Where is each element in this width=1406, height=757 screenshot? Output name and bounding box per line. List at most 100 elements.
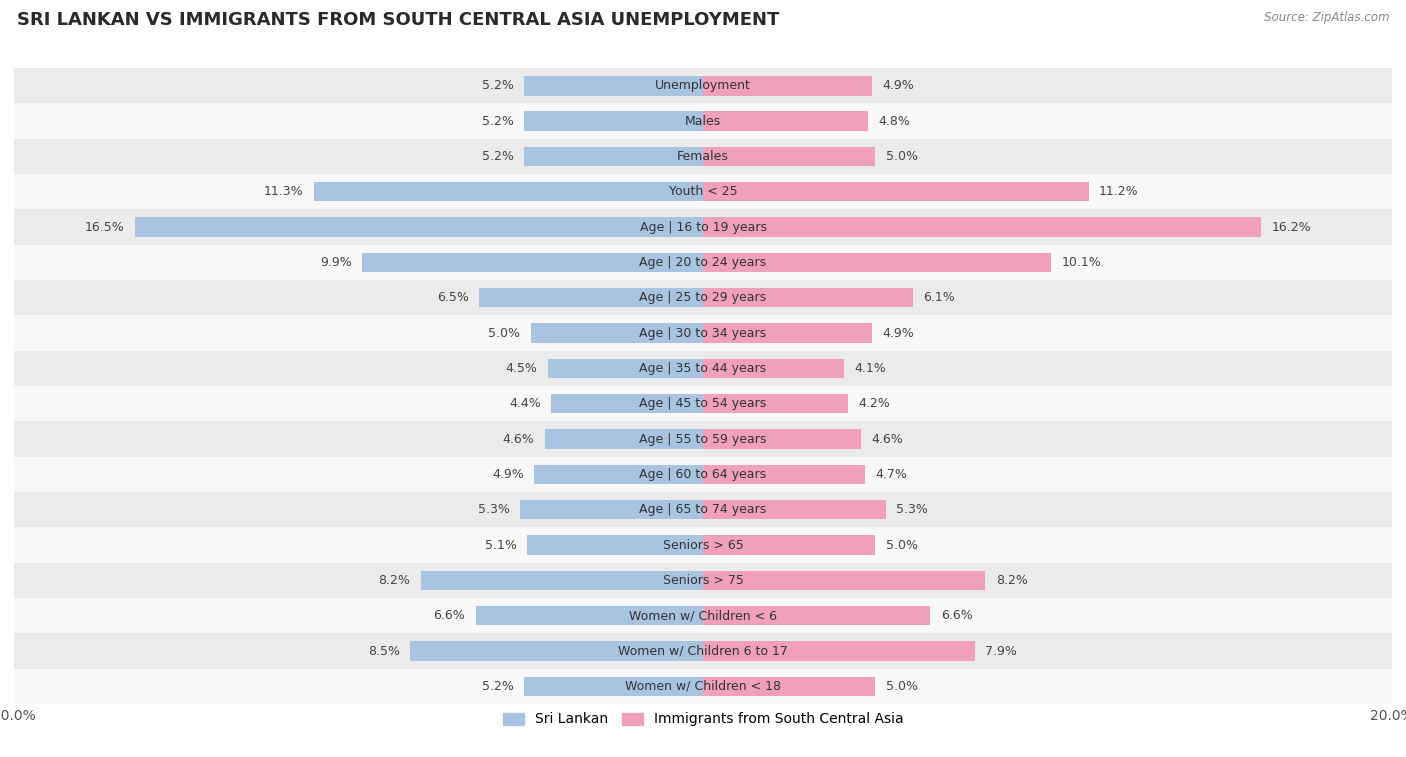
Text: Age | 25 to 29 years: Age | 25 to 29 years <box>640 291 766 304</box>
Bar <box>551 394 703 413</box>
Text: 5.2%: 5.2% <box>482 680 513 693</box>
Text: 4.7%: 4.7% <box>875 468 907 481</box>
Text: 6.1%: 6.1% <box>924 291 955 304</box>
Text: 16.2%: 16.2% <box>1271 220 1310 234</box>
Bar <box>475 606 703 625</box>
Bar <box>531 323 703 343</box>
Bar <box>703 323 872 343</box>
Bar <box>14 634 1392 668</box>
Text: Males: Males <box>685 114 721 128</box>
Bar <box>14 280 1392 316</box>
Text: 5.0%: 5.0% <box>886 150 918 163</box>
Text: 6.6%: 6.6% <box>941 609 973 622</box>
Bar <box>703 429 862 449</box>
Text: 7.9%: 7.9% <box>986 644 1018 658</box>
Bar <box>703 359 844 378</box>
Text: SRI LANKAN VS IMMIGRANTS FROM SOUTH CENTRAL ASIA UNEMPLOYMENT: SRI LANKAN VS IMMIGRANTS FROM SOUTH CENT… <box>17 11 779 30</box>
Text: 4.8%: 4.8% <box>879 114 911 128</box>
Text: Age | 20 to 24 years: Age | 20 to 24 years <box>640 256 766 269</box>
Bar <box>361 253 703 273</box>
Text: 6.5%: 6.5% <box>437 291 468 304</box>
Bar <box>703 606 931 625</box>
Text: 11.2%: 11.2% <box>1099 185 1139 198</box>
Text: Seniors > 75: Seniors > 75 <box>662 574 744 587</box>
Text: 4.4%: 4.4% <box>509 397 541 410</box>
Text: 5.0%: 5.0% <box>488 326 520 340</box>
Bar <box>524 111 703 131</box>
Text: Women w/ Children < 6: Women w/ Children < 6 <box>628 609 778 622</box>
Text: Age | 65 to 74 years: Age | 65 to 74 years <box>640 503 766 516</box>
Text: 8.2%: 8.2% <box>378 574 411 587</box>
Bar <box>479 288 703 307</box>
Text: 4.9%: 4.9% <box>882 326 914 340</box>
Bar <box>14 456 1392 492</box>
Text: 6.6%: 6.6% <box>433 609 465 622</box>
Legend: Sri Lankan, Immigrants from South Central Asia: Sri Lankan, Immigrants from South Centra… <box>498 707 908 732</box>
Bar <box>14 139 1392 174</box>
Bar <box>703 217 1261 237</box>
Bar <box>14 598 1392 634</box>
Bar <box>703 571 986 590</box>
Text: 5.1%: 5.1% <box>485 538 517 552</box>
Bar <box>14 316 1392 350</box>
Text: Age | 60 to 64 years: Age | 60 to 64 years <box>640 468 766 481</box>
Bar <box>703 253 1050 273</box>
Bar <box>14 492 1392 528</box>
Text: 5.0%: 5.0% <box>886 538 918 552</box>
Text: 4.5%: 4.5% <box>506 362 537 375</box>
Bar <box>703 465 865 484</box>
Bar <box>14 528 1392 562</box>
Text: Unemployment: Unemployment <box>655 79 751 92</box>
Text: 11.3%: 11.3% <box>264 185 304 198</box>
Text: Age | 35 to 44 years: Age | 35 to 44 years <box>640 362 766 375</box>
Bar <box>703 147 875 167</box>
Bar <box>703 641 976 661</box>
Text: 4.9%: 4.9% <box>882 79 914 92</box>
Bar <box>314 182 703 201</box>
Bar <box>14 350 1392 386</box>
Bar <box>524 147 703 167</box>
Text: Youth < 25: Youth < 25 <box>669 185 737 198</box>
Text: 5.3%: 5.3% <box>478 503 510 516</box>
Text: Women w/ Children 6 to 17: Women w/ Children 6 to 17 <box>619 644 787 658</box>
Bar <box>14 174 1392 210</box>
Bar <box>527 535 703 555</box>
Text: 4.6%: 4.6% <box>502 432 534 446</box>
Bar <box>14 68 1392 104</box>
Bar <box>703 76 872 95</box>
Bar <box>14 210 1392 245</box>
Bar <box>703 677 875 696</box>
Bar <box>703 394 848 413</box>
Text: 5.2%: 5.2% <box>482 114 513 128</box>
Text: Age | 55 to 59 years: Age | 55 to 59 years <box>640 432 766 446</box>
Text: Age | 30 to 34 years: Age | 30 to 34 years <box>640 326 766 340</box>
Text: 5.2%: 5.2% <box>482 150 513 163</box>
Bar <box>14 245 1392 280</box>
Bar <box>14 386 1392 422</box>
Bar <box>411 641 703 661</box>
Bar <box>703 111 869 131</box>
Text: 4.6%: 4.6% <box>872 432 904 446</box>
Bar <box>14 668 1392 704</box>
Text: Age | 45 to 54 years: Age | 45 to 54 years <box>640 397 766 410</box>
Bar <box>420 571 703 590</box>
Bar <box>14 422 1392 456</box>
Bar <box>135 217 703 237</box>
Text: 5.2%: 5.2% <box>482 79 513 92</box>
Text: 5.0%: 5.0% <box>886 680 918 693</box>
Bar <box>524 76 703 95</box>
Bar <box>534 465 703 484</box>
Bar <box>544 429 703 449</box>
Text: 16.5%: 16.5% <box>84 220 124 234</box>
Text: Age | 16 to 19 years: Age | 16 to 19 years <box>640 220 766 234</box>
Bar <box>14 562 1392 598</box>
Bar <box>524 677 703 696</box>
Text: Women w/ Children < 18: Women w/ Children < 18 <box>626 680 780 693</box>
Text: 4.2%: 4.2% <box>858 397 890 410</box>
Text: 8.5%: 8.5% <box>368 644 399 658</box>
Bar <box>703 500 886 519</box>
Bar <box>520 500 703 519</box>
Bar <box>703 182 1088 201</box>
Bar <box>703 288 912 307</box>
Text: 4.9%: 4.9% <box>492 468 524 481</box>
